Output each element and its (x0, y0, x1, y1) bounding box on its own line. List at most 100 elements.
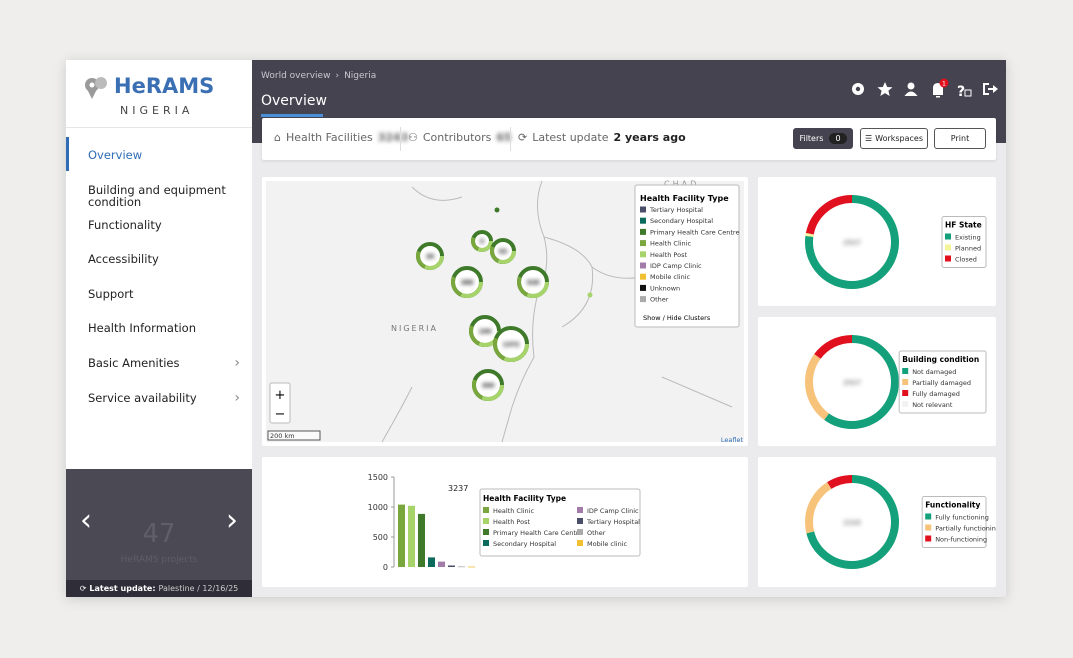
bar (418, 513, 425, 567)
legend-items: Tertiary Hospital Secondary Hospital Prima… (640, 206, 739, 304)
stats-bar: ⌂ Health Facilities 3243 ⚇ Contributors 65 ⟳… (262, 118, 996, 160)
menu-item[interactable]: Service availability (88, 391, 197, 405)
y-tick-label: 500 (373, 533, 388, 542)
toggle-clusters[interactable]: Show / Hide Clusters (643, 314, 711, 322)
legend-label: Health Post (493, 518, 530, 526)
breadcrumb: World overview › Nigeria (261, 71, 376, 81)
donut-total: 2330 (843, 519, 861, 527)
menu-item[interactable]: Basic Amenities (88, 356, 180, 370)
cluster-ring-part (471, 230, 493, 252)
refresh-icon: ⟳ (79, 584, 87, 593)
cluster-count[interactable]: 528 (527, 280, 540, 287)
legend-title: Building condition (902, 355, 979, 364)
help-icon[interactable]: ? (957, 84, 972, 100)
donut-panel: 2507 HF State Existing Planned Closed (758, 177, 996, 306)
chevron: › (234, 355, 240, 371)
workspaces-button[interactable]: ☰ Workspaces (860, 128, 928, 149)
cluster-count[interactable]: 199 (479, 329, 492, 336)
stat-label: Contributors (422, 131, 492, 144)
latest-update-label: Latest update: (89, 584, 156, 593)
map-panel: NIGERIA CHAD 30 5 93 388 528 199 1372 300 + − 2… (262, 177, 748, 446)
legend-label: IDP Camp Clinic (587, 507, 639, 515)
projects-count: 47 (142, 519, 176, 549)
menu-item[interactable]: Overview (88, 148, 143, 162)
user-icon[interactable] (904, 82, 918, 97)
legend-swatch (640, 240, 646, 247)
settings-icon[interactable] (852, 83, 864, 95)
people-icon: ⚇ (408, 131, 418, 144)
legend-box (898, 350, 987, 414)
donut-chart: 2507 HF State Existing Planned Closed (805, 195, 987, 289)
legend-label: Tertiary Hospital (586, 518, 640, 526)
legend-box (921, 496, 987, 548)
latest-update-bar: ⟳ Latest update: Palestine / 12/16/25 (66, 580, 252, 597)
menu-item[interactable]: Building and equipment condition (88, 183, 226, 209)
scale-bar (267, 430, 321, 441)
cluster-count[interactable]: 388 (461, 280, 474, 287)
refresh-icon: ⟳ (518, 131, 528, 144)
cluster-count[interactable]: 93 (499, 249, 507, 256)
star-icon[interactable] (877, 82, 893, 96)
legend-swatch (945, 255, 951, 262)
legend-label: Primary Health Care Centre (650, 228, 739, 236)
cluster-ring-part (517, 266, 549, 298)
donut-segment (805, 335, 899, 429)
cluster-count[interactable]: 5 (480, 239, 484, 246)
legend-label: Secondary Hospital (650, 217, 713, 225)
map-country-label: NIGERIA (391, 324, 438, 333)
app-window: HeRAMS NIGERIA Overview Building and equ… (66, 60, 1006, 597)
divider (400, 127, 401, 151)
button-label: Print (950, 134, 970, 143)
cluster-count[interactable]: 300 (482, 383, 495, 390)
crumb[interactable]: Nigeria (344, 71, 377, 81)
cluster-ring-part (469, 315, 501, 347)
legend-box (941, 216, 987, 268)
legend-label: Partially functioning (935, 525, 996, 533)
cluster-count[interactable]: 1372 (503, 342, 520, 349)
stat-facilities: ⌂ Health Facilities 3243 (274, 131, 408, 144)
page-title: Overview (261, 93, 327, 109)
legend-title: HF State (945, 221, 982, 230)
notification-badge (939, 78, 949, 88)
cluster-ring-part (416, 242, 444, 270)
legend-box (479, 488, 641, 557)
legend-swatch (483, 518, 489, 524)
menu-item[interactable]: Functionality (88, 218, 162, 232)
zoom-in[interactable]: + (275, 388, 286, 403)
legend-label: Not relevant (912, 401, 953, 409)
legend-label: Fully damaged (912, 390, 960, 398)
bar (468, 566, 475, 568)
menu-item[interactable]: Health Information (88, 321, 196, 335)
y-tick-label: 1500 (368, 473, 388, 482)
donut-chart: 2330 Functionality Fully functioning Partia… (805, 475, 1000, 569)
cluster-count[interactable]: 30 (426, 254, 434, 261)
crumb[interactable]: World overview (261, 71, 331, 81)
facility-dot (494, 207, 500, 213)
divider (66, 127, 252, 128)
cluster-ring-part (517, 266, 549, 298)
legend-swatch (640, 206, 646, 213)
print-button[interactable]: Print (934, 128, 986, 149)
legend-swatch (640, 228, 646, 235)
donut-segment (805, 475, 899, 569)
donut-segment (805, 335, 899, 429)
svg-text:?: ? (957, 84, 965, 100)
zoom-out[interactable]: − (275, 407, 286, 422)
legend-label: Partially damaged (912, 379, 971, 387)
menu-item[interactable]: Support (88, 287, 134, 301)
next-arrow[interactable]: › (226, 503, 238, 538)
filters-button[interactable]: Filters 0 (793, 128, 853, 149)
legend-swatch (640, 217, 646, 224)
logout-icon[interactable] (983, 83, 998, 95)
bell-icon[interactable] (933, 83, 943, 98)
attribution[interactable]: Leaflet (721, 436, 744, 444)
legend-swatch (577, 529, 583, 535)
legend-swatch (577, 507, 583, 513)
donut-total: 2507 (843, 239, 861, 247)
prev-arrow[interactable]: ‹ (80, 503, 92, 538)
menu-item[interactable]: Accessibility (88, 252, 159, 266)
stat-value: 3243 (377, 131, 409, 144)
legend-swatch (925, 535, 932, 542)
